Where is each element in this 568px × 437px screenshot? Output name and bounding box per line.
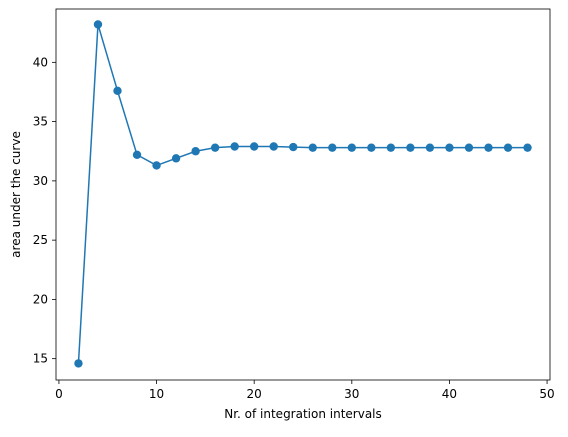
- data-point: [523, 143, 532, 152]
- data-point: [503, 143, 513, 152]
- data-point: [406, 143, 415, 152]
- x-tick-label: 10: [149, 387, 164, 401]
- data-point: [132, 150, 142, 159]
- y-tick-label: 15: [33, 352, 48, 366]
- data-point: [386, 143, 396, 152]
- data-point: [328, 143, 337, 152]
- series-line: [77, 24, 528, 364]
- data-point: [308, 143, 317, 152]
- x-tick-label: 20: [247, 387, 262, 401]
- y-tick-label: 25: [33, 233, 48, 247]
- ticks-layer: 0 10 20 30 40 50 15 20 25 30 35 40: [33, 55, 555, 401]
- data-point: [230, 142, 239, 151]
- y-tick-label: 40: [33, 55, 48, 69]
- data-point: [289, 142, 298, 152]
- data-point: [484, 143, 493, 152]
- y-axis-label: area under the curve: [9, 131, 23, 258]
- data-point: [367, 143, 376, 152]
- x-tick-label: 30: [344, 387, 359, 401]
- data-point: [445, 143, 454, 152]
- data-point: [347, 143, 357, 152]
- data-point: [464, 143, 474, 152]
- x-tick-label: 40: [442, 387, 457, 401]
- data-point: [93, 20, 103, 29]
- data-point: [249, 142, 259, 151]
- data-point: [210, 143, 220, 152]
- data-point: [171, 154, 181, 163]
- x-axis-label: Nr. of integration intervals: [224, 407, 382, 421]
- x-tick-label: 50: [539, 387, 554, 401]
- x-tick-label: 0: [55, 387, 63, 401]
- data-point: [113, 86, 122, 95]
- data-point: [425, 143, 435, 152]
- y-tick-label: 20: [33, 292, 48, 306]
- series-layer: [74, 20, 532, 368]
- data-point: [269, 142, 278, 151]
- data-point: [152, 161, 161, 170]
- data-point: [191, 147, 200, 156]
- y-tick-label: 35: [33, 115, 48, 129]
- y-tick-label: 30: [33, 174, 48, 188]
- axes-frame: [55, 8, 551, 381]
- data-point: [74, 359, 83, 368]
